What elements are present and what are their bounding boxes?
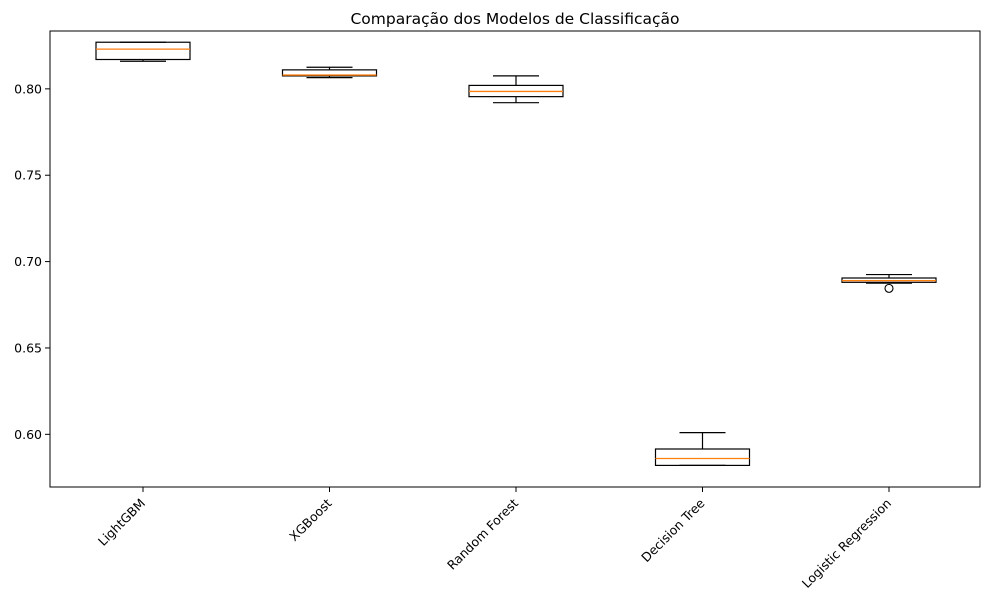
outlier-point [884, 283, 894, 293]
y-tick-label: 0.60 [14, 427, 42, 442]
x-tick-label: Random Forest [444, 495, 521, 572]
box-iqr [281, 69, 378, 77]
y-tick-label: 0.70 [14, 254, 42, 269]
x-tick-label: XGBoost [286, 495, 335, 544]
x-tick-label: Decision Tree [638, 495, 708, 565]
axes-frame [49, 30, 981, 488]
x-tick-label: Logistic Regression [799, 496, 894, 591]
y-tick-label: 0.75 [14, 168, 42, 183]
box-iqr [654, 448, 751, 467]
plot-area: 0.60 0.65 0.70 0.75 0.80 LightGBM XGBoost Rando… [14, 41, 937, 591]
chart-title: Comparação dos Modelos de Classificação [350, 10, 679, 28]
y-tick-label: 0.65 [14, 340, 42, 355]
y-tick-label: 0.80 [14, 81, 42, 96]
box-iqr [95, 41, 191, 61]
x-tick-label: LightGBM [95, 496, 148, 549]
